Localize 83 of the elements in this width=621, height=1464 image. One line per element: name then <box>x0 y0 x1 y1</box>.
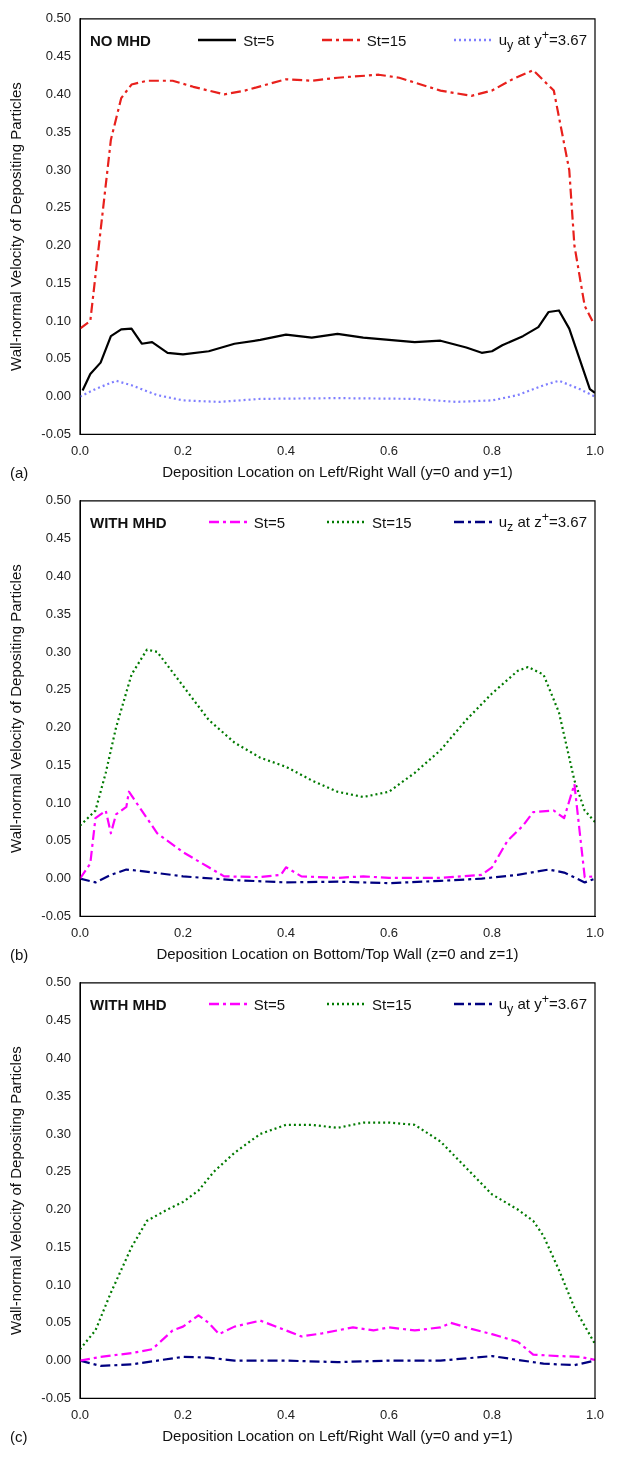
x-tick-label: 0.0 <box>70 924 90 940</box>
x-tick-label: 0.2 <box>173 924 193 940</box>
legend-label: St=15 <box>366 31 407 49</box>
y-tick-label: -0.05 <box>41 907 71 923</box>
line-series <box>80 1121 595 1351</box>
y-tick-label: 0.40 <box>45 567 71 583</box>
y-tick-label: 0.15 <box>45 1238 71 1254</box>
y-tick-label: 0.20 <box>45 1201 71 1217</box>
y-tick-label: 0.20 <box>45 719 71 735</box>
y-tick-label: 0.50 <box>45 10 71 26</box>
x-tick-label: 1.0 <box>585 1406 605 1422</box>
line-series <box>80 69 594 330</box>
y-tick-label: 0.20 <box>45 237 71 253</box>
legend-label: St=15 <box>372 995 412 1013</box>
y-tick-label: 0.45 <box>45 1012 71 1028</box>
x-tick-label: 0.6 <box>379 924 399 940</box>
y-tick-label: 0.30 <box>45 643 71 659</box>
y-tick-label: 0.00 <box>45 388 71 404</box>
x-tick-label: 0.0 <box>70 442 90 458</box>
x-tick-label: 0.6 <box>379 1406 399 1422</box>
legend-label: u$_{y}$ at y$^{+}$=3.67 <box>498 28 587 52</box>
y-tick-label: 0.45 <box>45 48 71 64</box>
x-tick-label: 0.4 <box>276 442 296 458</box>
x-axis-title: Deposition Location on Bottom/Top Wall (z=0 and z=1) <box>156 945 519 963</box>
y-tick-label: 0.10 <box>45 1276 71 1292</box>
x-axis-title: Deposition Location on Left/Right Wall (y=0 and y=1) <box>162 463 513 481</box>
y-tick-label: 0.05 <box>45 1314 71 1330</box>
line-series <box>80 868 595 885</box>
legend-label: u$_{y}$ at y$^{+}$=3.67 <box>498 992 587 1016</box>
y-tick-label: 0.10 <box>45 312 71 328</box>
x-tick-label: 0.0 <box>70 1406 90 1422</box>
y-tick-label: 0.35 <box>45 123 71 139</box>
y-tick-label: 0.25 <box>45 199 71 215</box>
line-series <box>80 1354 595 1368</box>
text: (c) <box>10 1428 28 1445</box>
y-tick-label: 0.15 <box>45 756 71 772</box>
y-tick-label: 0.45 <box>45 530 71 546</box>
y-tick-label: 0.40 <box>45 85 71 101</box>
x-tick-label: 0.8 <box>482 442 502 458</box>
legend-label: St=5 <box>253 995 285 1013</box>
text: (b) <box>10 946 29 963</box>
legend-label: St=5 <box>243 31 275 49</box>
legend-label: St=15 <box>372 513 412 531</box>
y-tick-label: 0.15 <box>45 274 71 290</box>
legend-label: St=5 <box>253 513 285 531</box>
y-tick-label: 0.35 <box>45 605 71 621</box>
y-tick-label: 0.30 <box>45 1125 71 1141</box>
x-tick-label: 0.8 <box>482 924 502 940</box>
y-axis-title: Wall-normal Velocity of Depositing Particles <box>7 1046 25 1335</box>
y-tick-label: 0.00 <box>45 1352 71 1368</box>
line-series <box>80 1314 595 1362</box>
y-tick-label: 0.50 <box>45 974 71 990</box>
y-tick-label: 0.30 <box>45 161 71 177</box>
x-axis-title: Deposition Location on Left/Right Wall (y=0 and y=1) <box>162 1427 513 1445</box>
x-tick-label: 1.0 <box>585 924 605 940</box>
text: (a) <box>10 464 29 481</box>
y-tick-label: 0.05 <box>45 832 71 848</box>
x-tick-label: 0.8 <box>482 1406 502 1422</box>
y-tick-label: -0.05 <box>41 1389 71 1405</box>
y-axis-title: Wall-normal Velocity of Depositing Particles <box>7 82 25 371</box>
y-tick-label: 0.50 <box>45 492 71 508</box>
legend-title: WITH MHD <box>90 513 167 531</box>
x-tick-label: 0.4 <box>276 924 296 940</box>
legend-title: WITH MHD <box>90 995 167 1013</box>
y-tick-label: 0.00 <box>45 870 71 886</box>
y-tick-label: 0.10 <box>45 794 71 810</box>
x-tick-label: 0.4 <box>276 1406 296 1422</box>
y-axis-title: Wall-normal Velocity of Depositing Particles <box>7 564 25 853</box>
x-tick-label: 1.0 <box>585 442 605 458</box>
y-tick-label: 0.40 <box>45 1049 71 1065</box>
x-tick-label: 0.2 <box>173 1406 193 1422</box>
y-tick-label: 0.05 <box>45 350 71 366</box>
line-series <box>80 379 595 404</box>
y-tick-label: -0.05 <box>41 425 71 441</box>
y-tick-label: 0.35 <box>45 1087 71 1103</box>
y-tick-label: 0.25 <box>45 681 71 697</box>
x-tick-label: 0.2 <box>173 442 193 458</box>
x-tick-label: 0.6 <box>379 442 399 458</box>
line-series <box>80 783 595 880</box>
y-tick-label: 0.25 <box>45 1163 71 1179</box>
legend-title: NO MHD <box>90 31 151 49</box>
legend-label: u$_{z}$ at z$^{+}$=3.67 <box>498 510 587 534</box>
line-series <box>80 648 595 827</box>
